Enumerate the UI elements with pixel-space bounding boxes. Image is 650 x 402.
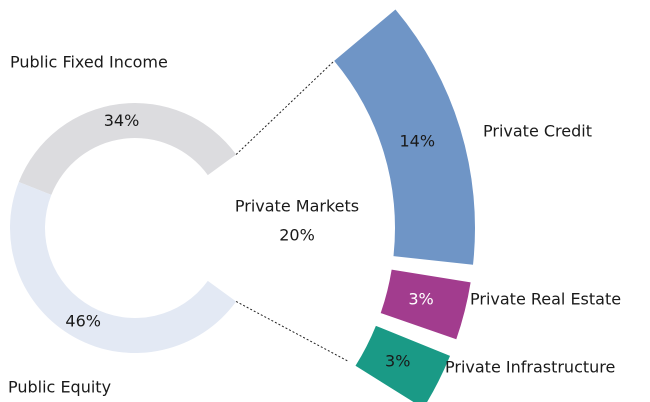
slice-label: 3% — [408, 290, 433, 309]
slice-label: 3% — [385, 352, 410, 371]
category-label: Public Equity — [8, 378, 111, 397]
slice-label: 46% — [65, 312, 101, 331]
donut-slice — [18, 102, 237, 195]
breakdown-slice — [380, 269, 471, 340]
slice-label: 20% — [279, 226, 315, 245]
breakdown-slice — [355, 325, 451, 402]
category-label: Public Fixed Income — [10, 53, 168, 72]
connector — [235, 301, 349, 362]
breakdown-slice — [334, 9, 475, 265]
category-label: Private Markets — [235, 197, 359, 216]
slice-label: 14% — [399, 132, 435, 151]
connector — [235, 60, 335, 155]
slice-label: 34% — [104, 111, 140, 130]
category-label: Private Credit — [483, 122, 592, 141]
category-label: Private Infrastructure — [445, 358, 615, 377]
category-label: Private Real Estate — [470, 290, 621, 309]
donut-slice — [9, 181, 237, 354]
